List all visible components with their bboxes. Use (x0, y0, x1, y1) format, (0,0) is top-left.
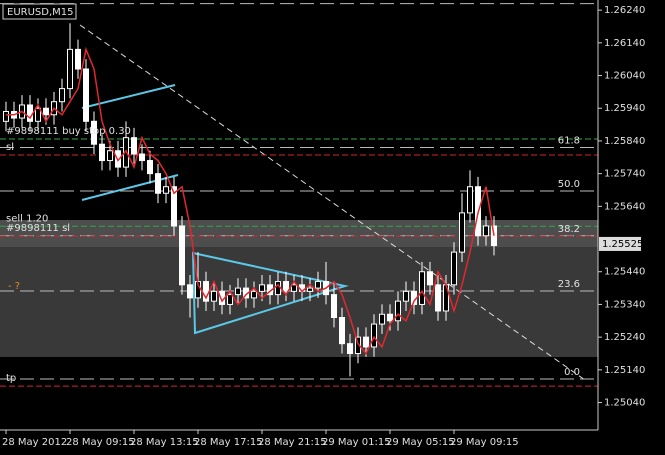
candle-body (307, 287, 313, 292)
candle-body (315, 281, 321, 289)
order-label: tp (6, 373, 16, 384)
candle-body (179, 225, 185, 286)
candle-body (459, 212, 465, 253)
symbol-box (2, 3, 77, 20)
candle-body (131, 137, 137, 155)
candle-body (187, 284, 193, 299)
order-label: sl (6, 142, 14, 153)
y-tick-label: 1.26140 (604, 38, 645, 49)
candle-body (211, 290, 217, 302)
candle-body (403, 290, 409, 302)
x-tick-label: 29 May 09:15 (450, 437, 519, 448)
fib-label: 50.0 (558, 179, 580, 190)
x-tick-label: 28 May 21:15 (258, 437, 327, 448)
candle-body (355, 336, 361, 354)
candle-body (435, 284, 441, 312)
x-tick-label: 29 May 01:15 (322, 437, 391, 448)
candle-body (371, 323, 377, 348)
candle-body (379, 313, 385, 325)
candle-body (139, 153, 145, 162)
y-tick-label: 1.25340 (604, 299, 645, 310)
x-tick-label: 28 May 17:15 (194, 437, 263, 448)
candle-body (235, 287, 241, 296)
fib-label: 0.0 (564, 367, 580, 378)
candle-body (363, 336, 369, 348)
y-tick-label: 1.25740 (604, 169, 645, 180)
candle-body (339, 317, 345, 345)
candle-body (451, 251, 457, 286)
x-tick-label: 28 May 2012 (2, 437, 67, 448)
trend-line (79, 24, 586, 381)
candle-body (251, 290, 257, 299)
price-box (599, 236, 641, 251)
y-tick-label: 1.26240 (604, 5, 645, 16)
y-tick-label: 1.25640 (604, 201, 645, 212)
candle-body (75, 48, 81, 70)
zone-dark (0, 247, 598, 357)
order-label: sell 1.20 (6, 213, 48, 224)
fib-label: 38.2 (558, 224, 580, 235)
fib-label: 100.0 (551, 0, 580, 3)
fib-label: 61.8 (558, 135, 580, 146)
channel-line (81, 84, 176, 109)
candle-body (467, 186, 473, 214)
candle-body (147, 160, 153, 175)
y-tick-label: 1.25040 (604, 398, 645, 409)
marker: - ? (8, 281, 20, 292)
candle-body (59, 88, 65, 103)
y-tick-label: 1.26040 (604, 71, 645, 82)
candle-body (395, 300, 401, 322)
candle-body (107, 150, 113, 162)
y-tick-label: 1.25840 (604, 136, 645, 147)
candle-body (491, 225, 497, 247)
plot (0, 3, 598, 387)
candle-body (387, 313, 393, 322)
candle-body (419, 271, 425, 305)
candle-body (91, 120, 97, 145)
candle-body (283, 281, 289, 292)
candle-body (331, 294, 337, 319)
zone-light (0, 220, 598, 247)
candle-body (3, 111, 9, 122)
chart-title: EURUSD,M15 (7, 7, 73, 18)
candle-body (155, 173, 161, 194)
candle-body (171, 186, 177, 227)
candle-body (67, 48, 73, 90)
x-tick-label: 28 May 09:15 (66, 437, 135, 448)
order-label: #9898111 buy stop 0.30 (6, 126, 131, 137)
y-tick-label: 1.25940 (604, 103, 645, 114)
triangle (191, 251, 349, 335)
y-tick-label: 1.25440 (604, 267, 645, 278)
channel-line (81, 174, 179, 201)
candle-body (35, 107, 41, 122)
candle-body (347, 343, 353, 354)
candle-body (427, 271, 433, 286)
candle-body (99, 143, 105, 162)
y-tick-label: 1.25240 (604, 332, 645, 343)
candle-body (83, 68, 89, 122)
candle-body (291, 284, 297, 292)
candle-body (163, 186, 169, 194)
x-tick-label: 28 May 13:15 (130, 437, 199, 448)
y-tick-label: 1.25140 (604, 365, 645, 376)
x-tick-label: 29 May 05:15 (386, 437, 455, 448)
candle-body (43, 107, 49, 116)
moving-average (6, 46, 495, 355)
candle-body (259, 284, 265, 292)
candle-body (227, 294, 233, 305)
price-label: 1.25525 (602, 239, 643, 250)
fib-label: 23.6 (558, 279, 580, 290)
order-label: #9898111 sl (6, 223, 70, 234)
candle-body (483, 225, 489, 237)
